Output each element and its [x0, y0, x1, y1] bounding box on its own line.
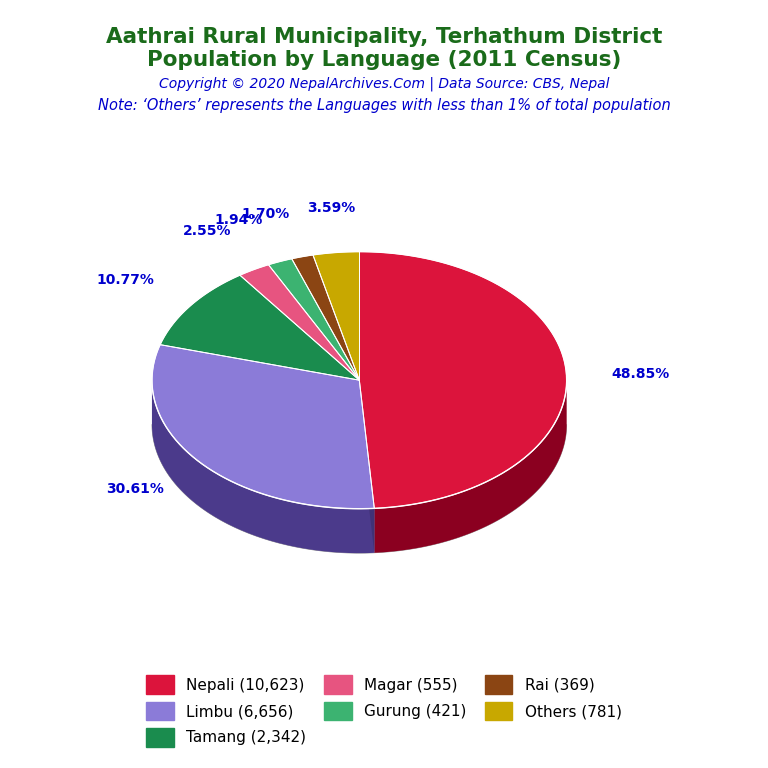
- Polygon shape: [152, 380, 374, 553]
- Polygon shape: [374, 380, 567, 553]
- Text: 3.59%: 3.59%: [307, 201, 355, 215]
- Polygon shape: [268, 259, 359, 380]
- Text: 1.94%: 1.94%: [214, 214, 263, 227]
- Text: Population by Language (2011 Census): Population by Language (2011 Census): [147, 50, 621, 70]
- Text: 48.85%: 48.85%: [611, 367, 669, 381]
- Polygon shape: [152, 345, 374, 508]
- Polygon shape: [240, 265, 359, 380]
- Text: 30.61%: 30.61%: [106, 482, 164, 496]
- Polygon shape: [292, 255, 359, 380]
- Text: 10.77%: 10.77%: [96, 273, 154, 287]
- Polygon shape: [313, 252, 359, 380]
- Polygon shape: [359, 252, 567, 508]
- Polygon shape: [359, 380, 374, 553]
- Legend: Nepali (10,623), Limbu (6,656), Tamang (2,342), Magar (555), Gurung (421), Rai (: Nepali (10,623), Limbu (6,656), Tamang (…: [141, 669, 627, 753]
- Text: Aathrai Rural Municipality, Terhathum District: Aathrai Rural Municipality, Terhathum Di…: [106, 27, 662, 47]
- Polygon shape: [359, 380, 374, 553]
- Text: 2.55%: 2.55%: [183, 224, 231, 238]
- Text: Copyright © 2020 NepalArchives.Com | Data Source: CBS, Nepal: Copyright © 2020 NepalArchives.Com | Dat…: [159, 77, 609, 91]
- Text: Note: ‘Others’ represents the Languages with less than 1% of total population: Note: ‘Others’ represents the Languages …: [98, 98, 670, 114]
- Text: 1.70%: 1.70%: [242, 207, 290, 221]
- Polygon shape: [160, 275, 359, 380]
